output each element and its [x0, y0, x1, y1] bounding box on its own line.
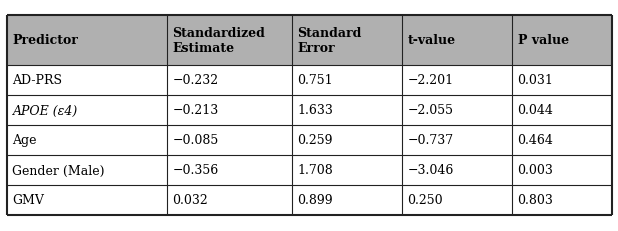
Text: t-value: t-value — [407, 34, 455, 47]
Text: Standard
Error: Standard Error — [297, 27, 362, 55]
Text: 0.250: 0.250 — [407, 194, 443, 207]
Text: 0.803: 0.803 — [517, 194, 553, 207]
Text: 0.032: 0.032 — [172, 194, 208, 207]
Text: −2.201: −2.201 — [407, 74, 454, 87]
Text: −0.737: −0.737 — [407, 134, 454, 147]
Text: 0.751: 0.751 — [297, 74, 333, 87]
Text: −3.046: −3.046 — [407, 164, 454, 177]
Bar — [7, 155, 611, 185]
Text: 1.633: 1.633 — [297, 104, 333, 117]
Bar — [7, 96, 611, 125]
Bar — [7, 16, 611, 66]
Text: Standardized
Estimate: Standardized Estimate — [172, 27, 265, 55]
Text: 0.464: 0.464 — [517, 134, 553, 147]
Text: 0.003: 0.003 — [517, 164, 553, 177]
Text: 0.031: 0.031 — [517, 74, 553, 87]
Text: −0.232: −0.232 — [172, 74, 219, 87]
Text: −2.055: −2.055 — [407, 104, 454, 117]
Text: −0.213: −0.213 — [172, 104, 219, 117]
Bar — [7, 185, 611, 215]
Text: Gender (Male): Gender (Male) — [12, 164, 105, 177]
Text: Predictor: Predictor — [12, 34, 78, 47]
Text: 1.708: 1.708 — [297, 164, 333, 177]
Text: −0.356: −0.356 — [172, 164, 219, 177]
Bar — [7, 66, 611, 96]
Text: P value: P value — [517, 34, 569, 47]
Text: AD-PRS: AD-PRS — [12, 74, 62, 87]
Text: GMV: GMV — [12, 194, 44, 207]
Text: Age: Age — [12, 134, 37, 147]
Text: −0.085: −0.085 — [172, 134, 219, 147]
Text: 0.899: 0.899 — [297, 194, 333, 207]
Bar — [7, 125, 611, 155]
Text: 0.044: 0.044 — [517, 104, 553, 117]
Text: 0.259: 0.259 — [297, 134, 333, 147]
Text: APOE (ε4): APOE (ε4) — [12, 104, 78, 117]
